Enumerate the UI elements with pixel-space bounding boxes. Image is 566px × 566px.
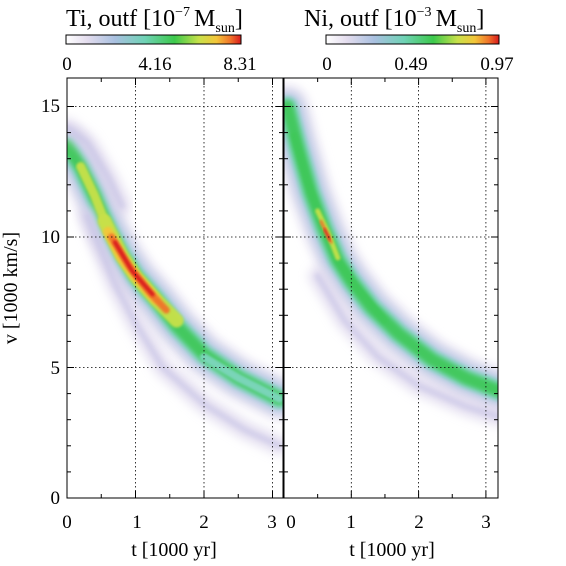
heat-core-3 [323,228,331,241]
colorbar-ni [325,34,500,45]
grid-ti [67,78,283,498]
x-tick-label: 3 [481,512,491,533]
x-tick-label: 3 [267,512,277,533]
colorbar-tick-label: 0.49 [394,54,427,75]
colorbar-ti [65,34,242,45]
panel-ti: Ti, outf [10−7 Msun] 0 4.16 8.31 0 1 2 3 … [0,5,284,561]
plot-frame-ni [283,77,499,499]
x-axis-label: t [1000 yr] [131,539,217,561]
heat-core-4 [112,240,155,297]
x-tick-label: 2 [199,512,209,533]
heatmap-ti [67,118,283,455]
colorbar-title-ni: Ni, outf [10−3 Msun] [304,5,484,36]
colorbar-title-ti: Ti, outf [10−7 Msun] [66,5,243,36]
heat-band-faint-lower-core [314,273,498,420]
y-tick-label: 5 [51,358,61,379]
x-axis-label: t [1000 yr] [349,539,435,561]
axis-ticks-ni [283,78,498,499]
x-tick-label: 0 [286,512,296,533]
panel-ni: Ni, outf [10−3 Msun] 0 0.49 0.97 0 1 2 3 … [283,5,514,561]
colorbar-tick-label: 8.31 [223,54,256,75]
heat-core-5 [200,353,283,403]
x-tick-label: 1 [346,512,356,533]
x-tick-label: 0 [62,512,72,533]
axis-ticks-ti [66,78,283,499]
y-axis-label: v [1000 km/s] [0,232,22,344]
x-tick-label: 1 [132,512,142,533]
heat-band-faint-upper-core [67,124,125,209]
colorbar-tick-label: 4.16 [138,54,171,75]
colorbar-tick-label: 0 [322,54,332,75]
colorbar-tick-label: 0 [62,54,72,75]
plot-frame-ti [66,77,284,499]
y-tick-label: 15 [41,96,60,117]
y-tick-label: 0 [51,488,61,509]
heat-band-faint-lower-core [84,213,283,449]
heatmap-ni [284,85,498,426]
x-tick-label: 2 [414,512,424,533]
y-tick-label: 10 [41,227,60,248]
colorbar-tick-label: 0.97 [480,54,513,75]
